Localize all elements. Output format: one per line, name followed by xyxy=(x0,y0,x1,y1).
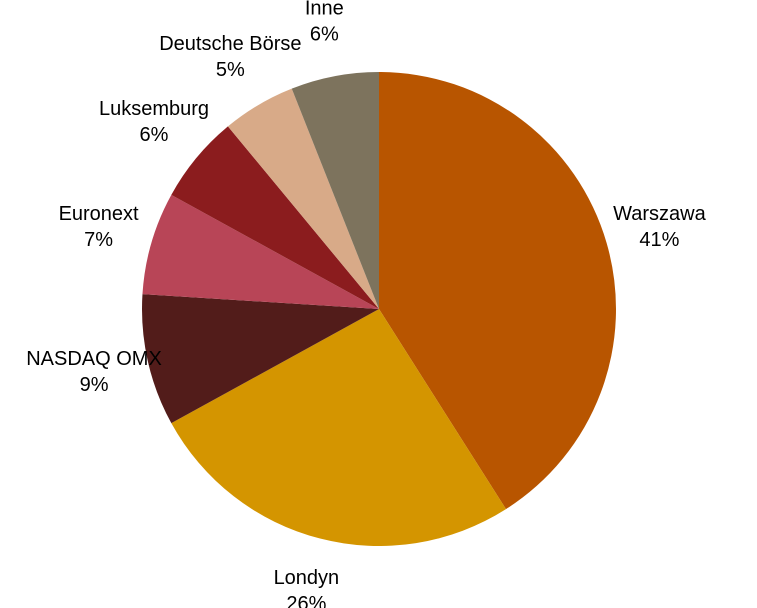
slice-label: Inne xyxy=(305,0,344,19)
pie-slice xyxy=(142,194,379,309)
pie-slice xyxy=(227,88,379,309)
slice-label: Londyn xyxy=(274,567,340,589)
slice-value-label: 5% xyxy=(216,59,245,81)
pie-slice xyxy=(142,294,379,424)
pie-slice xyxy=(171,126,379,309)
slice-value-label: 6% xyxy=(140,124,169,146)
pie-slice xyxy=(291,72,379,309)
slice-value-label: 7% xyxy=(84,229,113,251)
slice-label: NASDAQ OMX xyxy=(26,348,162,370)
slice-value-label: 41% xyxy=(639,229,679,251)
pie-slice xyxy=(379,72,616,510)
slice-label: Euronext xyxy=(59,203,139,225)
slice-value-label: 6% xyxy=(310,23,339,45)
slice-label: Luksemburg xyxy=(99,98,209,120)
slice-label: Warszawa xyxy=(613,203,706,225)
pie-slice xyxy=(171,309,506,546)
slice-label: Deutsche Börse xyxy=(159,33,301,55)
slice-value-label: 9% xyxy=(80,374,109,396)
slice-value-label: 26% xyxy=(286,593,326,608)
